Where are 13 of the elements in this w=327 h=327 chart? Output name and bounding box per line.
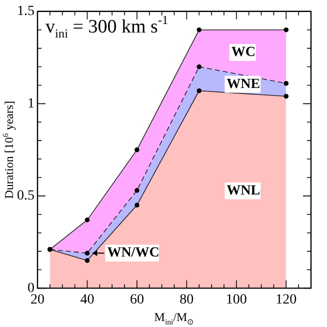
x-tick-label: 40 [80,292,94,308]
y-tick-label: 1.5 [17,4,34,20]
series-label: WC [231,45,256,60]
y-tick-label: 0.5 [17,188,34,204]
y-tick-label: 1 [28,96,34,112]
x-tick-label: 100 [226,292,247,308]
series-label: WNE [226,76,260,92]
x-tick-label: 60 [130,292,144,308]
x-tick-label: 80 [180,292,194,308]
x-tick-label: 20 [30,292,44,308]
x-tick-label: 120 [276,292,297,308]
annotation: WN/WC [107,246,160,261]
series-label: WNL [226,183,260,198]
